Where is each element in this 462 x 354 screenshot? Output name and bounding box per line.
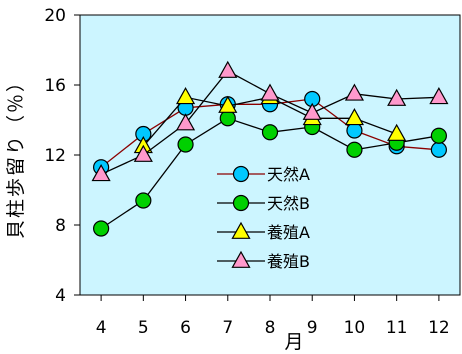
legend-label: 天然A: [267, 165, 310, 184]
data-point: [218, 95, 238, 113]
y-tick-label: 20: [44, 6, 66, 26]
x-tick-label: 9: [307, 318, 318, 338]
x-tick-label: 4: [96, 318, 107, 338]
legend-entry: 天然A: [217, 165, 310, 184]
x-tick-label: 5: [138, 318, 149, 338]
data-point: [346, 122, 363, 139]
series-layer: [91, 60, 449, 237]
data-point: [91, 164, 111, 182]
data-point: [133, 144, 153, 162]
series-4: [91, 60, 449, 182]
legend-marker: [231, 221, 251, 239]
legend-marker: [232, 165, 250, 183]
data-point: [302, 102, 322, 120]
legend-marker: [231, 250, 251, 268]
x-tick-label: 6: [180, 318, 191, 338]
legend-label: 養殖A: [267, 223, 310, 242]
data-point: [260, 83, 280, 101]
data-point: [387, 88, 407, 106]
y-tick-label: 4: [55, 286, 66, 306]
x-ticks: 4 5 6 7 8 9 10 11 12: [96, 295, 450, 338]
legend: 天然A 天然B 養殖A 養殖B: [217, 165, 310, 271]
data-point: [175, 113, 196, 131]
data-point: [387, 123, 407, 141]
legend-label: 養殖B: [267, 252, 310, 271]
x-tick-label: 10: [344, 318, 366, 338]
data-point: [93, 220, 110, 237]
data-point: [177, 136, 194, 153]
data-point: [430, 127, 447, 144]
x-axis-title: 月: [284, 331, 303, 353]
x-tick-label: 12: [428, 318, 450, 338]
series-2: [93, 110, 447, 237]
legend-label: 天然B: [267, 194, 310, 213]
y-tick-label: 16: [44, 76, 66, 96]
data-point: [175, 87, 196, 105]
data-point: [346, 141, 363, 158]
legend-marker: [232, 194, 250, 212]
data-point: [344, 83, 365, 101]
y-tick-label: 8: [55, 216, 66, 236]
data-point: [344, 108, 365, 126]
data-point: [135, 192, 152, 209]
data-point: [219, 110, 236, 127]
data-point: [429, 87, 449, 105]
x-tick-label: 8: [265, 318, 276, 338]
legend-entry: 天然B: [217, 194, 310, 213]
data-point: [218, 60, 238, 78]
x-tick-label: 11: [386, 318, 408, 338]
legend-entry: 養殖A: [217, 221, 310, 242]
data-point: [430, 141, 447, 158]
y-ticks: 4 8 12 16 20: [44, 6, 80, 306]
data-point: [261, 124, 279, 141]
x-tick-label: 7: [222, 318, 233, 338]
legend-entry: 養殖B: [217, 250, 310, 271]
y-axis-title: 貝柱歩留り（％）: [5, 71, 27, 239]
y-tick-label: 12: [44, 146, 66, 166]
